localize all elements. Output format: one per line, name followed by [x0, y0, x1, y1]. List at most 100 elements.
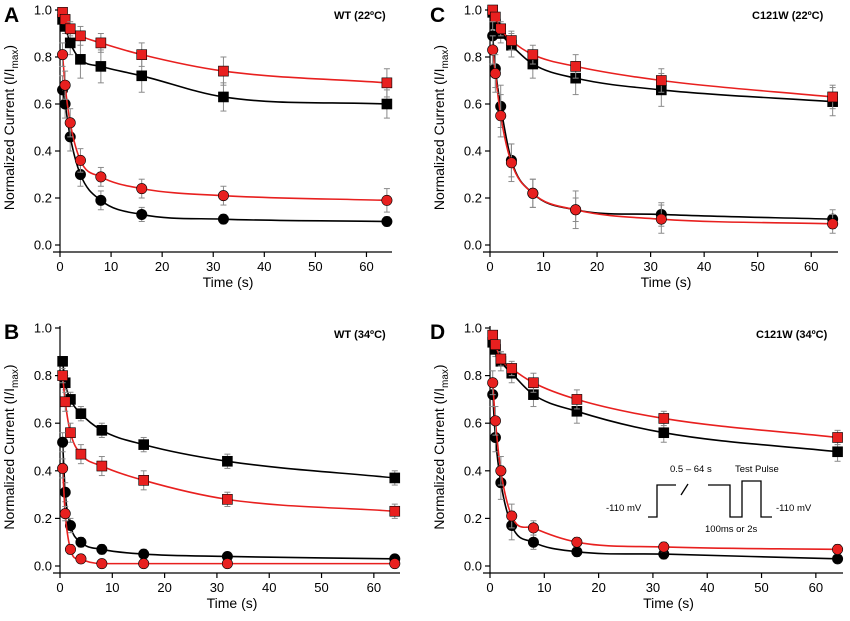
data-point-circle	[832, 543, 844, 555]
voltage-protocol-inset: -110 mV 0.5 – 64 s Test Pulse 100ms or 2…	[606, 464, 812, 535]
fit-curve	[61, 468, 395, 565]
data-point-circle	[489, 415, 501, 427]
x-tick-label: 60	[804, 259, 818, 274]
protocol-waveform	[648, 484, 676, 518]
y-tick-label: 0.4	[34, 144, 52, 159]
data-point-circle	[495, 110, 507, 122]
data-point-square	[96, 425, 108, 436]
x-tick-label: 10	[536, 259, 550, 274]
data-point-circle	[64, 117, 76, 129]
data-point-circle	[827, 218, 839, 230]
series-black-circles	[487, 21, 839, 230]
y-tick-label: 1.0	[34, 321, 52, 336]
x-tick-label: 60	[359, 259, 373, 274]
data-point-circle	[64, 543, 76, 555]
fit-curve	[491, 35, 833, 220]
y-tick-label: 0.8	[464, 368, 482, 383]
data-point-square	[65, 427, 76, 439]
series-red-squares	[57, 7, 393, 98]
y-axis-label: Normalized Current (I/Imax)	[1, 45, 21, 210]
y-tick-label: 0.0	[464, 559, 482, 574]
protocol-waveform-2	[708, 480, 772, 518]
y-tick-label: 0.6	[34, 416, 52, 431]
y-tick-label: 0.8	[34, 368, 52, 383]
data-point-square	[218, 65, 229, 77]
inset-hold-right: -110 mV	[776, 503, 812, 514]
series-black-squares	[57, 14, 393, 119]
inset-test-pulse: Test Pulse	[735, 464, 779, 475]
panel-a: 0.0 0.2 0.4 0.6 0.8 1.0 0 10 20 30 40 50 60 A WT (22ºC…	[1, 3, 393, 290]
y-axis-label-end: )	[1, 364, 17, 369]
data-point-circle	[75, 553, 87, 565]
data-point-square	[75, 448, 87, 460]
y-axis-label: Normalized Current (I/Imax)	[431, 364, 451, 529]
data-point-square	[832, 432, 843, 443]
panel-letter: A	[4, 4, 19, 27]
panel-title: C121W (22ºC)	[752, 10, 824, 22]
panel-title: C121W (34ºC)	[756, 329, 828, 341]
data-point-circle	[74, 154, 86, 166]
data-point-square	[656, 75, 667, 86]
data-point-circle	[96, 558, 108, 570]
x-tick-label: 0	[56, 259, 63, 274]
panel-letter: C	[430, 4, 445, 27]
x-tick-label: 50	[754, 580, 768, 595]
data-point-square	[59, 396, 71, 408]
data-point-circle	[59, 98, 71, 110]
y-tick-label: 0.6	[464, 416, 482, 431]
x-tick-label: 20	[155, 259, 169, 274]
y-tick-label: 0.6	[34, 97, 52, 112]
data-point-circle	[381, 194, 393, 206]
data-point-square	[381, 77, 393, 89]
y-axis-label-sub: max	[440, 369, 451, 388]
panel-title: WT (22ºC)	[334, 10, 386, 22]
inset-hold-left: -110 mV	[606, 503, 642, 514]
y-tick-label: 0.8	[464, 50, 482, 65]
data-point-square	[64, 23, 76, 35]
data-point-circle	[505, 157, 517, 169]
series-red-squares	[487, 329, 843, 446]
data-point-square	[389, 505, 401, 517]
y-axis-label-main: Normalized Current (I/I	[431, 388, 447, 530]
fit-curve	[61, 19, 387, 105]
x-tick-label: 40	[257, 259, 271, 274]
y-tick-label: 0.2	[34, 191, 52, 206]
x-tick-label: 0	[486, 259, 493, 274]
inset-duration-range: 0.5 – 64 s	[670, 464, 712, 475]
y-axis-label-main: Normalized Current (I/I	[1, 68, 17, 210]
x-tick-label: 20	[590, 259, 604, 274]
panel-c: 0.0 0.2 0.4 0.6 0.8 1.0 0 10 20 30 40 50 60 C C121W (2…	[430, 3, 839, 290]
x-tick-label: 60	[367, 580, 381, 595]
series-black-circles	[57, 432, 401, 565]
data-point-square	[59, 14, 71, 25]
x-axis-label: Time (s)	[207, 595, 258, 611]
data-point-circle	[570, 204, 582, 216]
data-point-square	[138, 475, 149, 486]
x-tick-label: 20	[591, 580, 605, 595]
data-point-circle	[75, 536, 87, 548]
data-point-circle	[487, 377, 499, 389]
data-point-circle	[658, 541, 670, 553]
data-point-circle	[527, 187, 539, 199]
data-point-circle	[487, 44, 499, 56]
data-point-circle	[95, 194, 107, 206]
data-point-circle	[389, 558, 401, 570]
x-tick-label: 30	[643, 259, 657, 274]
data-point-square	[57, 356, 68, 367]
data-point-circle	[136, 208, 148, 220]
y-tick-label: 1.0	[34, 3, 52, 18]
x-tick-label: 10	[104, 259, 118, 274]
x-axis-label: Time (s)	[203, 274, 254, 290]
y-tick-label: 0.8	[34, 50, 52, 65]
y-tick-label: 0.0	[34, 559, 52, 574]
series-black-squares	[57, 356, 401, 486]
data-point-circle	[59, 79, 71, 91]
data-point-circle	[59, 486, 71, 498]
y-tick-label: 0.0	[34, 238, 52, 253]
data-point-circle	[527, 522, 539, 534]
data-point-square	[136, 49, 148, 60]
data-point-circle	[95, 171, 107, 183]
fit-curve	[491, 382, 838, 551]
x-tick-label: 10	[537, 580, 551, 595]
